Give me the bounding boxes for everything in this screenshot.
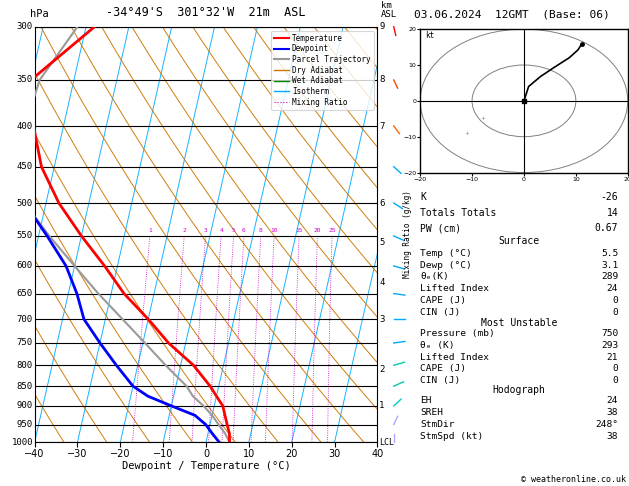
Text: 900: 900 (17, 401, 33, 410)
Text: Lifted Index: Lifted Index (420, 353, 489, 362)
Text: StmSpd (kt): StmSpd (kt) (420, 432, 484, 441)
Text: θₑ (K): θₑ (K) (420, 341, 455, 350)
Text: 1: 1 (379, 401, 384, 410)
Text: 600: 600 (17, 261, 33, 270)
Text: 350: 350 (17, 75, 33, 85)
Text: 700: 700 (17, 314, 33, 324)
Text: 20: 20 (314, 228, 321, 233)
Text: 950: 950 (17, 420, 33, 429)
Text: 400: 400 (17, 122, 33, 131)
X-axis label: Dewpoint / Temperature (°C): Dewpoint / Temperature (°C) (121, 461, 291, 471)
Text: PW (cm): PW (cm) (420, 223, 461, 233)
Text: 5: 5 (379, 238, 384, 247)
Text: 500: 500 (17, 199, 33, 208)
Text: LCL: LCL (379, 438, 394, 447)
Text: 1: 1 (148, 228, 152, 233)
Text: Pressure (mb): Pressure (mb) (420, 329, 495, 338)
Text: +: + (464, 131, 469, 136)
Text: hPa: hPa (30, 9, 48, 19)
Text: 4: 4 (220, 228, 223, 233)
Text: Surface: Surface (499, 237, 540, 246)
Text: 8: 8 (259, 228, 263, 233)
Text: Lifted Index: Lifted Index (420, 284, 489, 293)
Text: 800: 800 (17, 361, 33, 370)
Text: 3: 3 (379, 314, 384, 324)
Text: 850: 850 (17, 382, 33, 391)
Text: θₑ(K): θₑ(K) (420, 272, 449, 281)
Text: 2: 2 (379, 365, 384, 374)
Text: 0: 0 (613, 364, 618, 373)
Text: 8: 8 (379, 75, 384, 85)
Text: CAPE (J): CAPE (J) (420, 364, 466, 373)
Text: 0.67: 0.67 (595, 223, 618, 233)
Legend: Temperature, Dewpoint, Parcel Trajectory, Dry Adiabat, Wet Adiabat, Isotherm, Mi: Temperature, Dewpoint, Parcel Trajectory… (270, 31, 374, 110)
Text: StmDir: StmDir (420, 420, 455, 429)
Text: 750: 750 (601, 329, 618, 338)
Text: 10: 10 (270, 228, 278, 233)
Text: 38: 38 (607, 432, 618, 441)
Text: 3: 3 (204, 228, 208, 233)
Text: 300: 300 (17, 22, 33, 31)
Text: CIN (J): CIN (J) (420, 376, 460, 385)
Text: 0: 0 (613, 296, 618, 305)
Text: 550: 550 (17, 231, 33, 241)
Text: 4: 4 (379, 278, 384, 287)
Text: 0: 0 (613, 308, 618, 317)
Text: CAPE (J): CAPE (J) (420, 296, 466, 305)
Text: Most Unstable: Most Unstable (481, 318, 557, 328)
Text: km
ASL: km ASL (381, 1, 397, 19)
Text: 7: 7 (379, 122, 384, 131)
Text: 25: 25 (328, 228, 336, 233)
Text: 450: 450 (17, 162, 33, 171)
Text: 5.5: 5.5 (601, 249, 618, 258)
Text: © weatheronline.co.uk: © weatheronline.co.uk (521, 474, 626, 484)
Text: 2: 2 (182, 228, 186, 233)
Text: 293: 293 (601, 341, 618, 350)
Text: 289: 289 (601, 272, 618, 281)
Text: 6: 6 (379, 199, 384, 208)
Text: K: K (420, 192, 426, 202)
Text: Mixing Ratio (g/kg): Mixing Ratio (g/kg) (403, 191, 412, 278)
Text: 14: 14 (606, 208, 618, 218)
Text: Totals Totals: Totals Totals (420, 208, 496, 218)
Text: -26: -26 (601, 192, 618, 202)
Text: 1000: 1000 (11, 438, 33, 447)
Text: -34°49'S  301°32'W  21m  ASL: -34°49'S 301°32'W 21m ASL (106, 6, 306, 19)
Text: 248°: 248° (595, 420, 618, 429)
Text: 15: 15 (296, 228, 303, 233)
Text: 38: 38 (607, 408, 618, 417)
Text: CIN (J): CIN (J) (420, 308, 460, 317)
Text: 650: 650 (17, 289, 33, 298)
Text: 21: 21 (607, 353, 618, 362)
Text: Dewp (°C): Dewp (°C) (420, 260, 472, 270)
Text: +: + (480, 116, 485, 122)
Text: 9: 9 (379, 22, 384, 31)
Text: 24: 24 (607, 396, 618, 405)
Text: 5: 5 (231, 228, 235, 233)
Text: 3.1: 3.1 (601, 260, 618, 270)
Text: kt: kt (425, 31, 435, 40)
Text: 750: 750 (17, 338, 33, 347)
Text: 24: 24 (607, 284, 618, 293)
Text: 03.06.2024  12GMT  (Base: 06): 03.06.2024 12GMT (Base: 06) (414, 9, 610, 19)
Text: SREH: SREH (420, 408, 443, 417)
Text: 0: 0 (613, 376, 618, 385)
Text: EH: EH (420, 396, 431, 405)
Text: 6: 6 (242, 228, 246, 233)
Text: Hodograph: Hodograph (493, 385, 546, 395)
Text: Temp (°C): Temp (°C) (420, 249, 472, 258)
